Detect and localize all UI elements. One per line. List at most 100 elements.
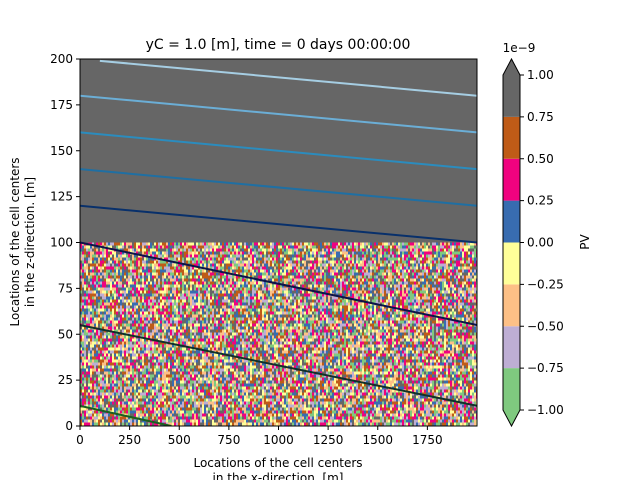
noise-cell (194, 281, 196, 285)
noise-cell (410, 293, 412, 297)
noise-cell (354, 254, 356, 258)
noise-cell (238, 305, 240, 309)
noise-cell (442, 314, 444, 318)
noise-cell (338, 281, 340, 285)
noise-cell (420, 260, 422, 264)
noise-cell (166, 245, 168, 249)
noise-cell (244, 311, 246, 315)
noise-cell (416, 287, 418, 291)
noise-cell (92, 284, 94, 288)
noise-cell (182, 284, 184, 288)
noise-cell (146, 242, 148, 246)
noise-cell (82, 245, 84, 249)
noise-cell (164, 314, 166, 318)
noise-cell (448, 266, 450, 270)
noise-cell (464, 269, 466, 273)
noise-cell (308, 281, 310, 285)
noise-cell (460, 299, 462, 303)
noise-cell (368, 245, 370, 249)
noise-cell (460, 305, 462, 309)
noise-cell (382, 296, 384, 300)
noise-cell (270, 314, 272, 318)
noise-cell (466, 293, 468, 297)
noise-cell (360, 308, 362, 312)
noise-cell (410, 290, 412, 294)
noise-cell (452, 242, 454, 246)
noise-cell (240, 287, 242, 291)
noise-cell (138, 245, 140, 249)
noise-cell (334, 299, 336, 303)
noise-cell (234, 305, 236, 309)
noise-cell (268, 266, 270, 270)
noise-cell (158, 296, 160, 300)
noise-cell (404, 254, 406, 258)
noise-cell (86, 257, 88, 261)
noise-cell (112, 242, 114, 246)
noise-cell (104, 281, 106, 285)
noise-cell (354, 260, 356, 264)
noise-cell (136, 302, 138, 306)
noise-cell (356, 278, 358, 282)
noise-cell (266, 290, 268, 294)
noise-cell (240, 257, 242, 261)
noise-cell (100, 314, 102, 318)
noise-cell (372, 269, 374, 273)
noise-cell (270, 251, 272, 255)
noise-cell (368, 302, 370, 306)
noise-cell (450, 248, 452, 252)
noise-cell (98, 293, 100, 297)
noise-cell (384, 272, 386, 276)
noise-cell (318, 272, 320, 276)
noise-cell (226, 269, 228, 273)
noise-cell (164, 251, 166, 255)
noise-cell (102, 263, 104, 267)
noise-cell (430, 248, 432, 252)
noise-cell (102, 278, 104, 282)
noise-cell (100, 269, 102, 273)
noise-cell (120, 266, 122, 270)
noise-cell (360, 305, 362, 309)
noise-cell (434, 245, 436, 249)
noise-cell (432, 287, 434, 291)
noise-cell (80, 275, 82, 279)
noise-cell (282, 314, 284, 318)
noise-cell (158, 311, 160, 315)
noise-cell (310, 299, 312, 303)
noise-cell (210, 242, 212, 246)
noise-cell (150, 311, 152, 315)
noise-cell (152, 311, 154, 315)
noise-cell (468, 311, 470, 315)
noise-cell (462, 275, 464, 279)
noise-cell (172, 278, 174, 282)
noise-cell (112, 314, 114, 318)
noise-cell (426, 296, 428, 300)
noise-cell (90, 269, 92, 273)
noise-cell (474, 242, 476, 246)
noise-cell (184, 308, 186, 312)
noise-cell (328, 278, 330, 282)
noise-cell (118, 305, 120, 309)
noise-cell (228, 293, 230, 297)
noise-cell (108, 317, 110, 321)
noise-cell (290, 275, 292, 279)
noise-cell (258, 248, 260, 252)
noise-cell (414, 278, 416, 282)
noise-cell (392, 248, 394, 252)
noise-cell (426, 254, 428, 258)
noise-cell (274, 290, 276, 294)
noise-cell (374, 308, 376, 312)
noise-cell (134, 284, 136, 288)
noise-cell (428, 299, 430, 303)
noise-cell (88, 254, 90, 258)
noise-cell (382, 293, 384, 297)
noise-cell (180, 269, 182, 273)
noise-cell (336, 296, 338, 300)
noise-cell (114, 272, 116, 276)
noise-cell (354, 278, 356, 282)
noise-cell (424, 299, 426, 303)
noise-cell (398, 290, 400, 294)
noise-cell (86, 302, 88, 306)
noise-cell (98, 281, 100, 285)
noise-cell (268, 290, 270, 294)
noise-cell (406, 272, 408, 276)
